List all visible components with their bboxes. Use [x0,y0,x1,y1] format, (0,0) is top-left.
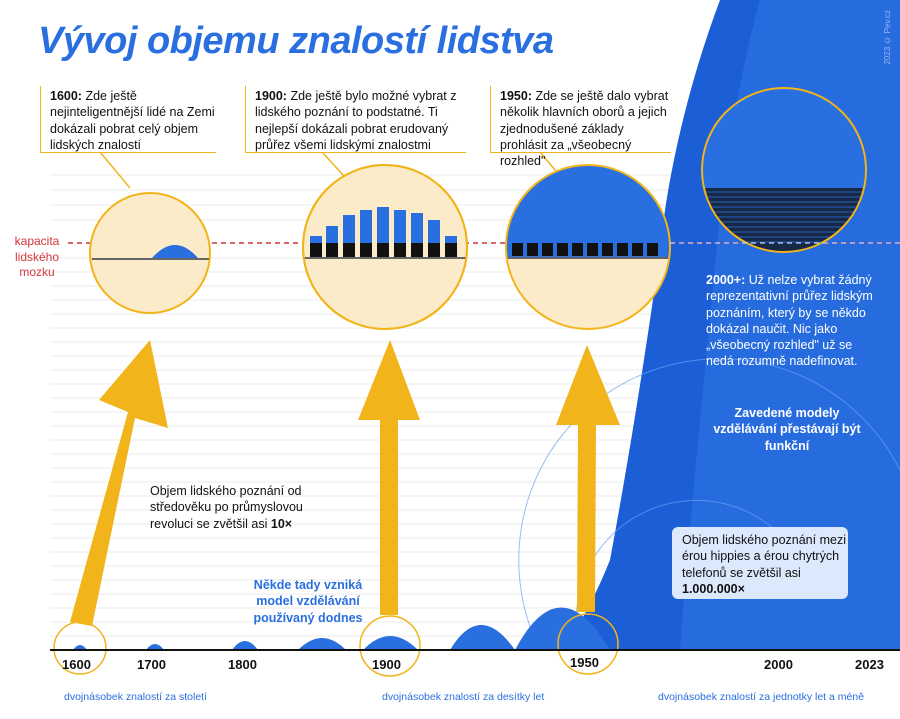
note-1900-year: 1900: [255,89,287,103]
circle-1600 [89,192,211,314]
axis-year-1700: 1700 [137,657,166,672]
circle-1900 [302,164,468,330]
axis-year-1600: 1600 [62,657,91,672]
arrow-1950 [556,345,620,612]
growth-1m-text: Objem lidského poznání mezi érou hippies… [682,533,846,580]
axis-year-1900: 1900 [372,657,401,672]
growth-10x-note: Objem lidského poznání od středověku po … [150,483,325,532]
axis-year-2023: 2023 [855,657,884,672]
footer-right: dvojnásobek znalostí za jednotky let a m… [658,691,865,703]
note-1950-box [490,86,671,153]
growth-1m-value: 1.000.000× [682,581,745,596]
axis-year-1800: 1800 [228,657,257,672]
circle-1950-small [557,613,619,675]
copyright: 2023 © Pev.cz [883,10,892,65]
capacity-label-line1: kapacita [14,234,60,248]
note-1950: 1950: Zde se ještě dalo vybrat několik h… [500,88,672,169]
capacity-label-line3: mozku [19,265,55,280]
note-1950-text: Zde se ještě dalo vybrat několik hlavníc… [500,89,669,168]
note-1900: 1900: Zde ještě bylo možné vybrat z lids… [255,88,465,153]
arrow-1600 [70,340,168,626]
page-title: Vývoj objemu znalostí lidstva [38,20,554,62]
growth-1m-note: Objem lidského poznání mezi érou hippies… [682,532,847,597]
growth-10x-value: 10× [270,516,293,531]
footer-left: dvojnásobek znalostí za století [64,691,208,703]
note-1600-box [40,86,216,153]
footer-middle: dvojnásobek znalostí za desítky let [382,691,545,703]
note-1950-year: 1950: [500,89,532,103]
note-2000-year: 2000+: [706,273,746,287]
note-1600-text: Zde ještě nejinteligentnější lidé na Zem… [50,89,215,152]
arrow-1900 [358,340,420,615]
note-2000-text: Už nelze vybrat žádný reprezentativní pr… [706,273,873,369]
note-1900-text: Zde ještě bylo možné vybrat z lidského p… [255,89,457,152]
note-2000: 2000+: Už nelze vybrat žádný reprezentat… [706,272,874,370]
note-1600-year: 1600: [50,89,82,103]
capacity-label: kapacita lidského mozku [6,234,68,281]
growth-10x-text: Objem lidského poznání od středověku po … [150,484,303,531]
axis-year-2000: 2000 [764,657,793,672]
capacity-label-line2: lidského [14,249,60,264]
models-fail-note: Zavedené modely vzdělávání přestávají bý… [713,406,861,453]
axis-year-1950: 1950 [570,655,599,670]
note-1600: 1600: Zde ještě nejinteligentnější lidé … [50,88,220,153]
circle-1900-small [359,615,421,677]
arrows [70,340,620,626]
model-born-note: Někde tady vzniká model vzdělávání použí… [253,578,363,625]
growth-1m-box [672,527,848,599]
circle-2000 [701,87,867,253]
note-1900-box [245,86,466,153]
